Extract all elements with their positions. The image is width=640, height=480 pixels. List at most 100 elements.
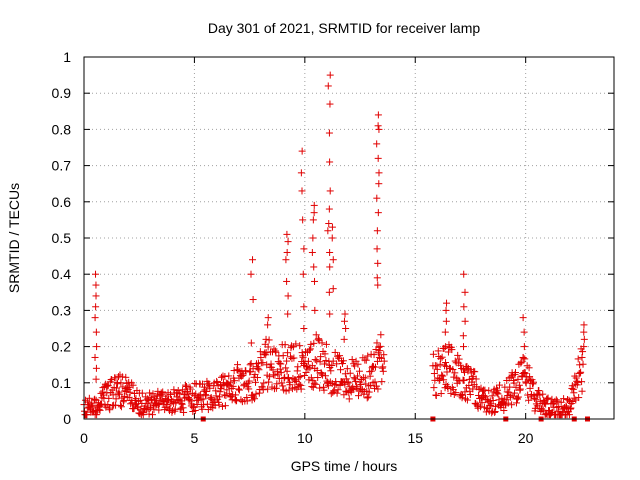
scatter-point — [574, 355, 582, 363]
scatter-point — [326, 71, 334, 79]
scatter-point — [553, 397, 561, 405]
scatter-point — [117, 379, 125, 387]
scatter-point — [285, 374, 293, 382]
scatter-point — [324, 382, 332, 390]
scatter-point — [329, 388, 337, 396]
scatter-point — [363, 394, 371, 402]
scatter-point — [246, 361, 254, 369]
scatter-point — [272, 348, 280, 356]
scatter-point — [552, 396, 560, 404]
scatter-point — [282, 364, 290, 372]
scatter-point — [460, 270, 468, 278]
scatter-point — [460, 376, 468, 384]
scatter-point — [505, 388, 513, 396]
scatter-point — [245, 377, 253, 385]
scatter-point — [251, 378, 259, 386]
scatter-point — [524, 391, 532, 399]
scatter-point — [198, 405, 206, 413]
scatter-point — [461, 388, 469, 396]
scatter-point — [185, 395, 193, 403]
scatter-point — [541, 399, 549, 407]
scatter-point — [264, 314, 272, 322]
scatter-point — [221, 372, 229, 380]
scatter-point — [247, 339, 255, 347]
scatter-point — [295, 380, 303, 388]
scatter-point — [536, 391, 544, 399]
scatter-point — [222, 392, 230, 400]
scatter-point — [326, 263, 334, 271]
scatter-point — [255, 366, 263, 374]
scatter-point — [460, 343, 468, 351]
scatter-point — [310, 379, 318, 387]
scatter-point — [325, 220, 333, 228]
scatter-point — [286, 381, 294, 389]
scatter-point — [433, 365, 441, 373]
scatter-point — [351, 362, 359, 370]
scatter-point — [146, 389, 154, 397]
x-tick-label: 15 — [407, 430, 423, 446]
x-tick-label: 20 — [518, 430, 534, 446]
scatter-point — [307, 340, 315, 348]
scatter-point — [310, 263, 318, 271]
scatter-point — [373, 140, 381, 148]
y-tick-label: 0.6 — [52, 194, 72, 210]
scatter-point — [339, 357, 347, 365]
scatter-point — [459, 332, 467, 340]
scatter-point — [465, 381, 473, 389]
scatter-point — [283, 367, 291, 375]
scatter-point — [325, 205, 333, 213]
scatter-point — [231, 377, 239, 385]
x-axis-label: GPS time / hours — [291, 458, 398, 474]
scatter-point — [365, 388, 373, 396]
scatter-point — [300, 325, 308, 332]
scatter-point — [309, 234, 317, 242]
scatter-point — [259, 386, 267, 394]
scatter-point — [318, 370, 326, 378]
scatter-point — [373, 194, 381, 202]
scatter-point — [440, 344, 448, 352]
scatter-point — [309, 216, 317, 224]
x-tick-label: 0 — [80, 430, 88, 446]
scatter-point — [320, 386, 328, 394]
scatter-point — [310, 209, 318, 217]
scatter-point — [579, 360, 587, 368]
scatter-point — [157, 397, 165, 405]
scatter-point — [310, 339, 318, 347]
y-tick-label: 0.4 — [52, 266, 72, 282]
scatter-point — [316, 384, 324, 392]
scatter-point — [478, 399, 486, 407]
scatter-point — [297, 169, 305, 177]
scatter-point — [247, 270, 255, 278]
scatter-point — [251, 395, 259, 403]
scatter-point — [476, 395, 484, 403]
scatter-point — [374, 281, 382, 289]
scatter-point — [125, 378, 133, 386]
scatter-point — [472, 375, 480, 383]
scatter-point — [333, 389, 341, 397]
scatter-point — [439, 372, 447, 380]
scatter-point — [461, 317, 469, 325]
scatter-point — [278, 379, 286, 387]
scatter-point — [325, 288, 333, 296]
scatter-point — [442, 343, 450, 351]
scatter-point — [298, 187, 306, 195]
scatter-point — [376, 342, 384, 350]
scatter-point — [326, 248, 334, 256]
scatter-point — [329, 256, 337, 264]
scatter-point — [182, 381, 190, 389]
scatter-point — [492, 403, 500, 411]
scatter-point — [555, 402, 563, 410]
scatter-point — [317, 353, 325, 361]
scatter-point — [311, 306, 319, 314]
scatter-point — [454, 351, 462, 359]
scatter-point — [354, 360, 362, 368]
scatter-point — [373, 227, 381, 235]
scatter-point — [342, 325, 350, 332]
scatter-point — [328, 223, 336, 231]
scatter-point — [253, 374, 261, 382]
scatter-point — [509, 392, 517, 400]
scatter-point — [262, 349, 270, 357]
scatter-point — [471, 368, 479, 376]
scatter-point — [507, 373, 515, 381]
